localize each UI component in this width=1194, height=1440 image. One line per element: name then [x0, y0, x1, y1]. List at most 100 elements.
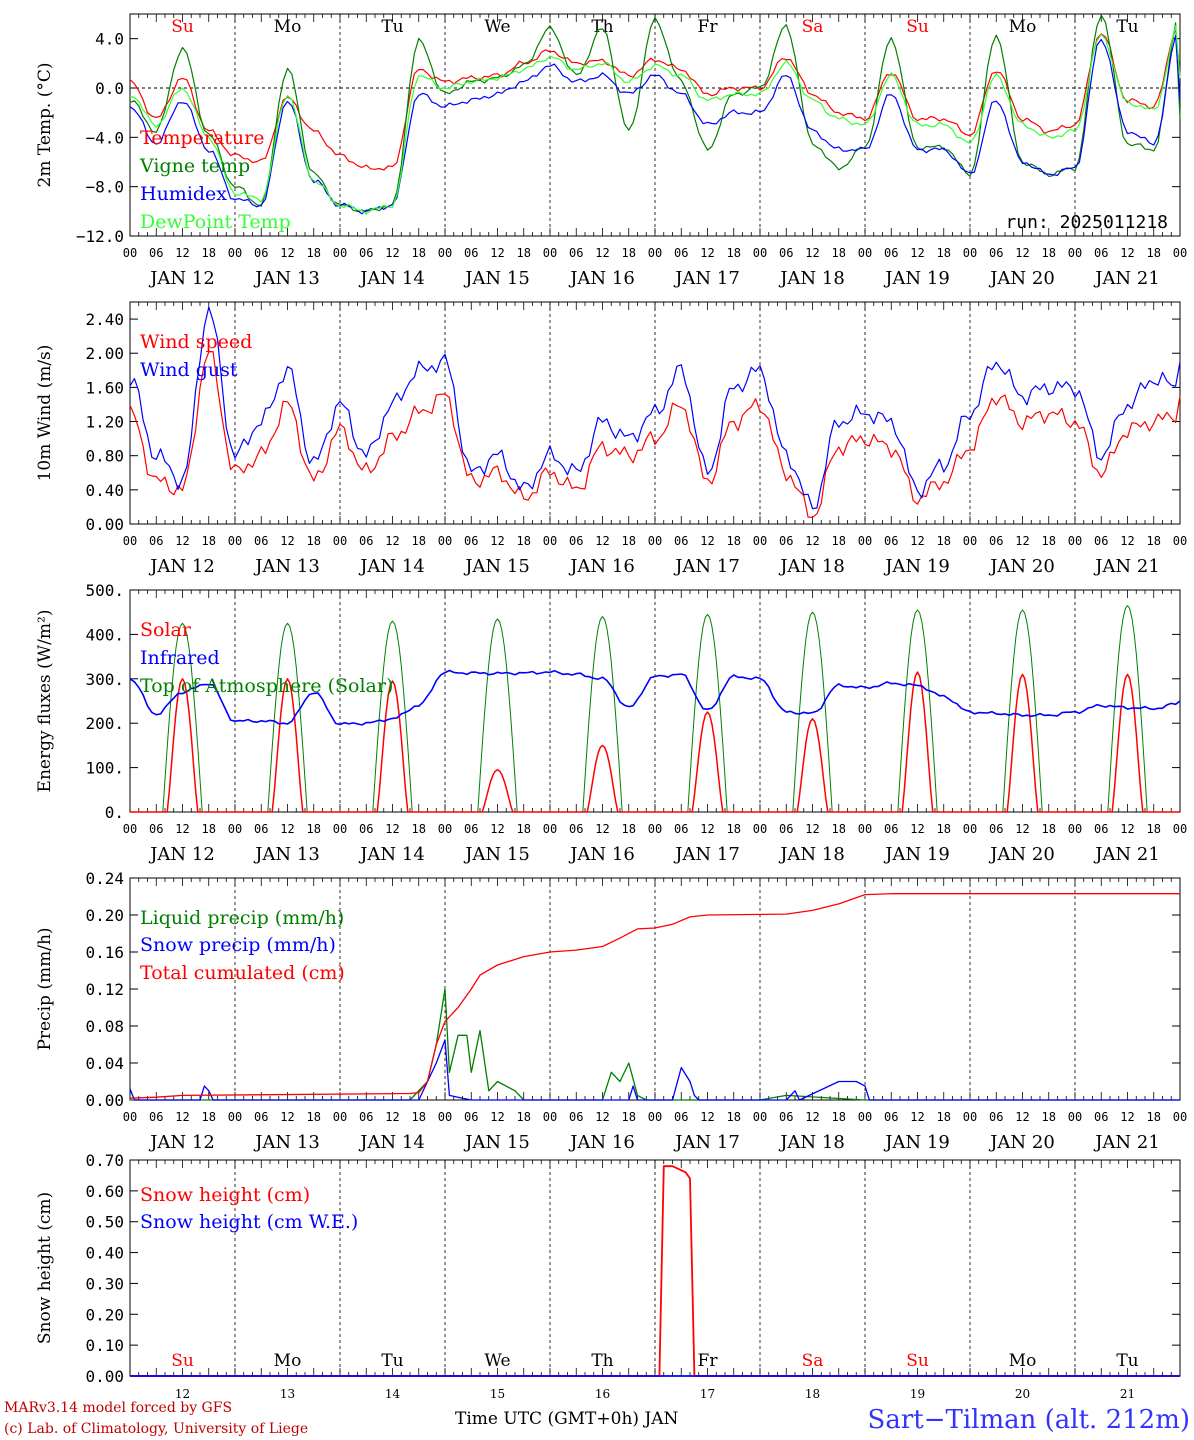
hour-tick-label: 00 — [858, 822, 872, 836]
hour-tick-label: 00 — [1068, 534, 1082, 548]
hour-tick-label: 12 — [805, 246, 819, 260]
day-tick-label: JAN 18 — [778, 268, 845, 289]
y-tick-label: 0.10 — [85, 1336, 124, 1355]
hour-tick-label: 18 — [1042, 1110, 1056, 1124]
weekday-label: Fr — [698, 1351, 719, 1371]
y-axis-label: Snow height (cm) — [35, 1192, 55, 1344]
y-tick-label: 0.00 — [85, 1091, 124, 1110]
weekday-label: Mo — [1009, 17, 1037, 37]
series-infrared — [129, 669, 1181, 726]
panel-1: 4.0 0.0 −4.0 −8.0 −12.0 2m Temp. (°C) 00 06 12 18… — [35, 13, 1187, 289]
panel-3: 500. 400. 300. 200. 100. 0. Energy fluxes (W/m… — [35, 581, 1187, 865]
weekday-label: Mo — [1009, 1351, 1037, 1371]
day-tick-label: JAN 12 — [148, 556, 215, 577]
day-tick-label: JAN 14 — [358, 268, 425, 289]
weekday-label: Tu — [381, 1351, 403, 1371]
hour-tick-label: 06 — [149, 1110, 163, 1124]
day-tick-label: JAN 21 — [1093, 844, 1160, 865]
hour-tick-label: 06 — [569, 822, 583, 836]
hour-tick-label: 12 — [175, 1110, 189, 1124]
hour-tick-label: 00 — [963, 534, 977, 548]
hour-tick-label: 06 — [779, 1110, 793, 1124]
hour-tick-label: 18 — [622, 246, 636, 260]
y-tick-label: 0.60 — [85, 1182, 124, 1201]
weekday-label: Tu — [1116, 17, 1138, 37]
series-solar — [130, 671, 1180, 813]
hour-tick-label: 12 — [910, 1110, 924, 1124]
hour-tick-label: 18 — [727, 1110, 741, 1124]
day-tick-label: JAN 18 — [778, 556, 845, 577]
hour-tick-label: 00 — [1173, 822, 1187, 836]
weekday-label: Su — [906, 1351, 929, 1371]
hour-tick-label: 06 — [464, 1110, 478, 1124]
hour-tick-label: 00 — [228, 822, 242, 836]
weekday-label: We — [484, 1351, 510, 1371]
hour-tick-label: 00 — [543, 1110, 557, 1124]
day-tick-label: JAN 16 — [568, 1132, 635, 1153]
day-number-label: 14 — [385, 1387, 401, 1401]
y-tick-label: 0.08 — [85, 1017, 124, 1036]
hour-tick-label: 12 — [490, 822, 504, 836]
hour-tick-label: 00 — [333, 1110, 347, 1124]
weekday-label: We — [484, 17, 510, 37]
hour-tick-label: 00 — [333, 246, 347, 260]
series-line-4 — [129, 25, 1181, 215]
hour-tick-label: 06 — [254, 822, 268, 836]
y-tick-label: 0.80 — [85, 447, 124, 466]
series-toa-solar — [130, 605, 1180, 813]
hour-tick-label: 00 — [438, 822, 452, 836]
hour-tick-label: 00 — [753, 1110, 767, 1124]
hour-tick-label: 12 — [700, 822, 714, 836]
day-tick-label: JAN 12 — [148, 268, 215, 289]
hour-tick-label: 00 — [333, 822, 347, 836]
hour-tick-label: 12 — [385, 822, 399, 836]
hour-tick-label: 06 — [884, 1110, 898, 1124]
y-tick-label: 0.0 — [95, 79, 124, 98]
series-line-2 — [129, 306, 1181, 510]
y-tick-label: −8.0 — [85, 178, 124, 197]
hour-tick-label: 18 — [1147, 534, 1161, 548]
hour-tick-label: 00 — [753, 534, 767, 548]
day-tick-label: JAN 14 — [358, 556, 425, 577]
hour-tick-label: 00 — [1068, 822, 1082, 836]
y-axis-label: Precip (mm/h) — [35, 927, 55, 1050]
series-line-1 — [129, 28, 1181, 171]
hour-tick-label: 12 — [910, 246, 924, 260]
day-tick-label: JAN 21 — [1093, 1132, 1160, 1153]
day-number-label: 19 — [910, 1387, 925, 1401]
hour-tick-label: 18 — [937, 822, 951, 836]
hour-tick-label: 12 — [805, 1110, 819, 1124]
hour-tick-label: 12 — [1015, 822, 1029, 836]
day-tick-label: JAN 12 — [148, 1132, 215, 1153]
day-tick-label: JAN 19 — [883, 556, 950, 577]
hour-tick-label: 12 — [595, 822, 609, 836]
legend-entry: Wind gust — [140, 359, 238, 381]
hour-tick-label: 06 — [989, 822, 1003, 836]
legend-entry: Snow precip (mm/h) — [140, 934, 336, 956]
hour-tick-label: 12 — [595, 246, 609, 260]
day-tick-label: JAN 13 — [253, 844, 320, 865]
hour-tick-label: 18 — [1042, 246, 1056, 260]
weekday-label: Tu — [381, 17, 403, 37]
y-tick-label: 0.40 — [85, 1244, 124, 1263]
hour-tick-label: 06 — [1094, 1110, 1108, 1124]
hour-tick-label: 12 — [700, 534, 714, 548]
hour-tick-label: 18 — [307, 822, 321, 836]
hour-tick-label: 18 — [517, 822, 531, 836]
x-axis-label: Time UTC (GMT+0h) JAN — [455, 1409, 679, 1429]
hour-tick-label: 00 — [333, 534, 347, 548]
hour-tick-label: 12 — [1015, 534, 1029, 548]
y-tick-label: 100. — [85, 759, 124, 778]
hour-tick-label: 00 — [543, 534, 557, 548]
hour-tick-label: 18 — [937, 534, 951, 548]
hour-tick-label: 12 — [1120, 246, 1134, 260]
day-tick-label: JAN 16 — [568, 844, 635, 865]
hour-tick-label: 18 — [832, 534, 846, 548]
y-tick-label: 0. — [105, 803, 124, 822]
day-tick-label: JAN 15 — [463, 556, 530, 577]
hour-tick-label: 12 — [280, 1110, 294, 1124]
y-tick-label: 0.50 — [85, 1213, 124, 1232]
day-number-label: 18 — [805, 1387, 820, 1401]
day-number-label: 13 — [280, 1387, 295, 1401]
series-line-1 — [129, 351, 1181, 518]
